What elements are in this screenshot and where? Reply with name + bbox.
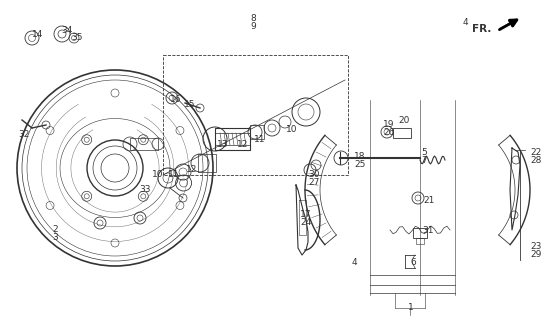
Text: 11: 11 <box>168 170 180 179</box>
Text: 20: 20 <box>398 116 409 125</box>
Text: 4: 4 <box>463 18 469 27</box>
Text: 10: 10 <box>286 125 297 134</box>
Text: 32: 32 <box>18 130 29 139</box>
Bar <box>215 128 250 150</box>
Text: 24: 24 <box>300 218 311 227</box>
Text: 2: 2 <box>52 225 58 234</box>
Text: 7: 7 <box>421 156 427 165</box>
Bar <box>198 154 216 172</box>
Text: 26: 26 <box>383 128 394 137</box>
Text: 27: 27 <box>308 178 319 187</box>
Text: 35: 35 <box>71 33 82 42</box>
Text: 9: 9 <box>250 22 256 31</box>
Text: 21: 21 <box>423 196 434 205</box>
Text: 17: 17 <box>300 210 311 219</box>
Text: 14: 14 <box>32 30 43 39</box>
Text: 11: 11 <box>254 135 266 144</box>
Text: 13: 13 <box>217 140 229 149</box>
Text: 5: 5 <box>421 148 427 157</box>
Text: 8: 8 <box>250 14 256 23</box>
Text: 15: 15 <box>184 100 196 109</box>
Text: 10: 10 <box>152 170 163 179</box>
Text: 33: 33 <box>139 185 151 194</box>
Text: 18: 18 <box>354 152 365 161</box>
Text: 28: 28 <box>530 156 542 165</box>
Text: FR.: FR. <box>472 24 492 34</box>
Text: 19: 19 <box>383 120 395 129</box>
Text: 31: 31 <box>422 226 434 235</box>
Text: 12: 12 <box>237 140 249 149</box>
Bar <box>250 125 264 139</box>
Text: 16: 16 <box>170 95 181 104</box>
Text: 23: 23 <box>530 242 542 251</box>
Bar <box>416 238 424 244</box>
Text: 22: 22 <box>530 148 541 157</box>
Text: 4: 4 <box>352 258 358 267</box>
Text: 29: 29 <box>530 250 542 259</box>
Bar <box>163 55 348 175</box>
Text: 30: 30 <box>308 170 320 179</box>
Text: 12: 12 <box>186 165 197 174</box>
Text: 1: 1 <box>408 303 414 312</box>
Bar <box>130 138 158 150</box>
Bar <box>413 228 427 238</box>
Bar <box>393 128 411 138</box>
Text: 25: 25 <box>354 160 365 169</box>
Text: 6: 6 <box>410 258 416 267</box>
Text: 34: 34 <box>61 26 72 35</box>
Text: 3: 3 <box>52 233 58 242</box>
